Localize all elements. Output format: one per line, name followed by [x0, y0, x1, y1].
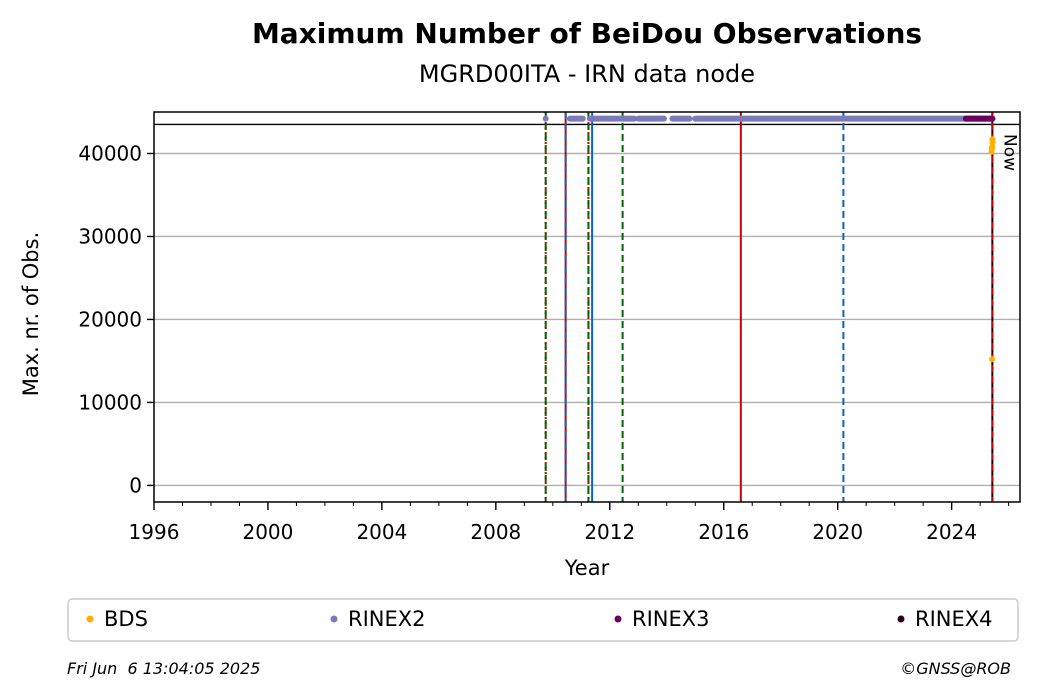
y-tick-label: 20000 [78, 307, 142, 331]
series-point-bds [988, 146, 995, 153]
legend-marker-bds [86, 615, 94, 623]
legend-label-rinex2: RINEX2 [348, 607, 426, 631]
footer-copyright: ©GNSS@ROB [900, 659, 1011, 678]
x-tick-label: 1996 [129, 520, 180, 544]
legend-frame [67, 598, 1019, 642]
legend-marker-rinex3 [614, 615, 622, 623]
footer-timestamp: Fri Jun 6 13:04:05 2025 [67, 659, 260, 678]
x-tick-label: 2008 [470, 520, 521, 544]
plot-frame [153, 111, 1021, 503]
series-point-rinex2 [542, 115, 549, 122]
x-tick-label: 2000 [242, 520, 293, 544]
x-tick-label: 2024 [926, 520, 977, 544]
plot-area: Now 0 10000 20000 30000 40000 1996 2000 2004 2008… [78, 111, 1021, 544]
x-tick-label: 2020 [812, 520, 863, 544]
legend-marker-rinex4 [897, 615, 905, 623]
chart-title: Maximum Number of BeiDou Observations [252, 17, 922, 50]
series-point-bds [989, 136, 996, 143]
chart-subtitle: MGRD00ITA - IRN data node [419, 60, 755, 88]
legend-marker-rinex2 [330, 615, 338, 623]
now-label: Now [999, 134, 1019, 171]
plot-background [154, 112, 1020, 502]
legend-label-rinex4: RINEX4 [915, 607, 993, 631]
legend: BDS RINEX2 RINEX3 RINEX4 [67, 598, 1019, 642]
x-axis-label: Year [564, 556, 610, 580]
y-tick-label: 10000 [78, 390, 142, 414]
x-tick-label: 2004 [356, 520, 407, 544]
y-tick-label: 30000 [78, 224, 142, 248]
legend-label-rinex3: RINEX3 [632, 607, 710, 631]
y-tick-label: 40000 [78, 141, 142, 165]
x-tick-label: 2012 [584, 520, 635, 544]
y-axis-label: Max. nr. of Obs. [19, 232, 43, 397]
series-point-bds [989, 356, 996, 363]
legend-label-bds: BDS [104, 607, 148, 631]
x-tick-label: 2016 [698, 520, 749, 544]
y-tick-label: 0 [129, 473, 142, 497]
